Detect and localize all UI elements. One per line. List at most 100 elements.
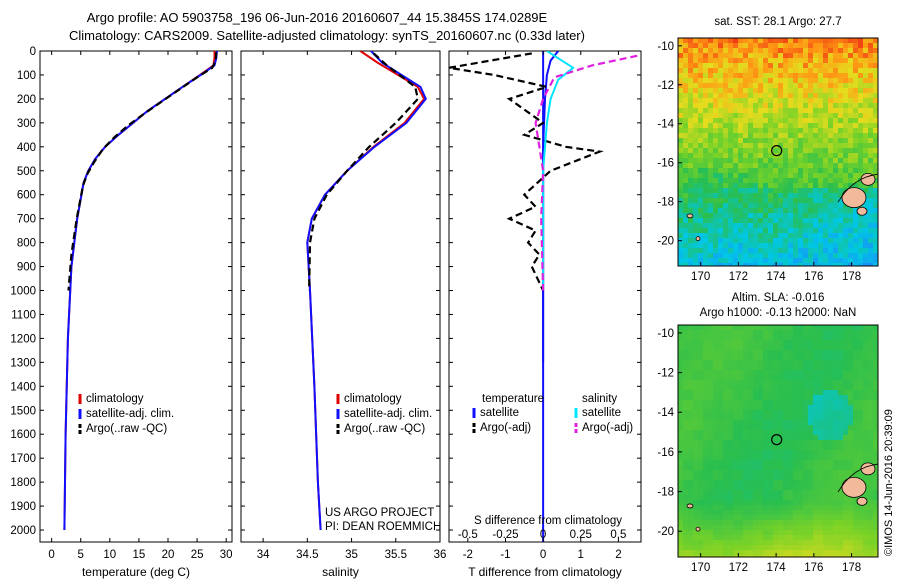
sla-map-xtick-label: 176 bbox=[804, 562, 823, 574]
depth-ytick-label: 1800 bbox=[10, 477, 36, 489]
sla-map-xtick-label: 170 bbox=[691, 562, 710, 574]
depth-ytick-label: 0 bbox=[30, 46, 36, 58]
difference-xtick-label: 1 bbox=[578, 549, 584, 561]
depth-ytick-label: 1600 bbox=[10, 429, 36, 441]
sst-map-field bbox=[678, 38, 878, 266]
sst-map-ytick-label: -10 bbox=[657, 41, 674, 53]
salinity-series-2 bbox=[308, 52, 420, 291]
difference-temp-legend-label: satellite bbox=[480, 407, 519, 419]
sst-map-xtick-label: 170 bbox=[691, 271, 710, 283]
temperature-series-2 bbox=[67, 52, 218, 291]
title-line-2: Climatology: CARS2009. Satellite-adjuste… bbox=[69, 28, 585, 43]
depth-ytick-label: 200 bbox=[17, 94, 36, 106]
depth-ytick-label: 1700 bbox=[10, 453, 36, 465]
salinity-legend-label: satellite-adj. clim. bbox=[344, 408, 432, 420]
sla-map-coast-outline bbox=[837, 463, 878, 493]
depth-ytick-label: 400 bbox=[17, 142, 36, 154]
sst-map-island bbox=[841, 187, 867, 209]
depth-ytick-label: 1000 bbox=[10, 286, 36, 298]
annotation-project: US ARGO PROJECT bbox=[325, 507, 434, 519]
sst-map-ytick-label: -12 bbox=[657, 80, 674, 92]
difference-sal-legend-label: satellite bbox=[582, 407, 621, 419]
sst-map-island bbox=[686, 213, 694, 219]
sst-map-ytick-label: -14 bbox=[657, 119, 674, 131]
sst-map-island bbox=[856, 206, 868, 216]
salinity-xtick-label: 35.5 bbox=[385, 549, 407, 561]
sst-map-xtick-label: 172 bbox=[729, 271, 748, 283]
sla-map-float-marker bbox=[771, 434, 783, 446]
temperature-diff-xlabel: T difference from climatology bbox=[468, 565, 622, 579]
legend-temperature-title: temperature bbox=[482, 393, 544, 405]
sla-map-field bbox=[678, 325, 878, 557]
depth-ytick-label: 100 bbox=[17, 70, 36, 82]
salinity-diff-tick-label: 0.5 bbox=[610, 529, 626, 541]
difference-temp-legend-label: Argo(-adj) bbox=[480, 422, 531, 434]
temperature-legend-label: Argo(..raw -QC) bbox=[86, 423, 167, 435]
difference-xtick-label: -1 bbox=[500, 549, 510, 561]
depth-ytick-label: 1500 bbox=[10, 405, 36, 417]
salinity-diff-tick-label: -0.5 bbox=[458, 529, 478, 541]
sla-map-island bbox=[695, 526, 701, 532]
depth-ytick-label: 800 bbox=[17, 238, 36, 250]
footer-stamp: ©IMOS 14-Jun-2016 20:39:09 bbox=[883, 409, 895, 556]
salinity-diff-tick-label: -0.25 bbox=[492, 529, 518, 541]
sst-map-island bbox=[695, 236, 701, 242]
sla-map-ytick-label: -10 bbox=[657, 328, 674, 340]
depth-ytick-label: 1100 bbox=[11, 309, 36, 321]
salinity-diff-axis-label: S difference from climatology bbox=[474, 515, 622, 527]
temperature-xlabel: temperature (deg C) bbox=[82, 565, 190, 579]
salinity-xtick-label: 35 bbox=[345, 549, 358, 561]
difference-xtick-label: -2 bbox=[463, 549, 473, 561]
depth-ytick-label: 600 bbox=[17, 190, 36, 202]
depth-ytick-label: 1400 bbox=[10, 381, 36, 393]
difference-series-1 bbox=[449, 52, 604, 291]
sla-map-frame bbox=[677, 324, 879, 558]
sla-map-ytick-label: -14 bbox=[657, 407, 674, 419]
difference-xtick-label: 0 bbox=[540, 549, 546, 561]
sla-map-ytick-label: -20 bbox=[657, 526, 674, 538]
sst-map-xtick-label: 174 bbox=[767, 271, 787, 283]
sst-map-xtick-label: 178 bbox=[842, 271, 861, 283]
temperature-xtick-label: 30 bbox=[220, 549, 233, 561]
salinity-xlabel: salinity bbox=[322, 565, 359, 579]
depth-ytick-label: 2000 bbox=[10, 525, 36, 537]
temperature-legend-label: climatology bbox=[86, 393, 144, 405]
temperature-legend-label: satellite-adj. clim. bbox=[86, 408, 174, 420]
annotation-pi: PI: DEAN ROEMMICH bbox=[325, 521, 441, 533]
depth-ytick-label: 1200 bbox=[10, 333, 36, 345]
temperature-xtick-label: 15 bbox=[133, 549, 146, 561]
legend-salinity-title: salinity bbox=[582, 393, 617, 405]
sst-map-float-marker bbox=[771, 145, 783, 157]
sst-map-ytick-label: -20 bbox=[657, 236, 674, 248]
sla-map-island bbox=[686, 503, 694, 509]
sst-map-ytick-label: -18 bbox=[657, 197, 674, 209]
difference-sal-legend-label: Argo(-adj) bbox=[582, 422, 633, 434]
salinity-xtick-label: 34 bbox=[257, 549, 270, 561]
difference-series-2 bbox=[542, 51, 575, 291]
depth-ytick-label: 900 bbox=[17, 262, 36, 274]
salinity-legend-label: climatology bbox=[344, 393, 402, 405]
sst-map-title: sat. SST: 28.1 Argo: 27.7 bbox=[714, 16, 841, 28]
sst-map-frame bbox=[677, 37, 879, 267]
salinity-frame bbox=[240, 50, 441, 543]
temperature-xtick-label: 10 bbox=[103, 549, 116, 561]
salinity-legend-label: Argo(..raw -QC) bbox=[344, 423, 425, 435]
sla-map-ytick-label: -16 bbox=[657, 447, 674, 459]
salinity-xtick-label: 36 bbox=[434, 549, 447, 561]
sst-map-xtick-label: 176 bbox=[804, 271, 823, 283]
difference-series-3 bbox=[534, 54, 638, 291]
temperature-xtick-label: 25 bbox=[191, 549, 204, 561]
sla-map-island bbox=[856, 496, 868, 506]
sst-map-coast-outline bbox=[837, 173, 878, 203]
sla-map-subtitle: Argo h1000: -0.13 h2000: NaN bbox=[700, 307, 857, 319]
depth-ytick-label: 1900 bbox=[10, 501, 36, 513]
sla-map-title: Altim. SLA: -0.016 bbox=[732, 292, 825, 304]
sla-map-island bbox=[841, 476, 867, 498]
title-line-1: Argo profile: AO 5903758_196 06-Jun-2016… bbox=[86, 10, 548, 25]
sla-map-xtick-label: 178 bbox=[842, 562, 861, 574]
depth-ytick-label: 300 bbox=[17, 118, 36, 130]
depth-ytick-label: 500 bbox=[17, 166, 36, 178]
salinity-diff-tick-label: 0.25 bbox=[570, 529, 592, 541]
sla-map-ytick-label: -12 bbox=[657, 368, 674, 380]
